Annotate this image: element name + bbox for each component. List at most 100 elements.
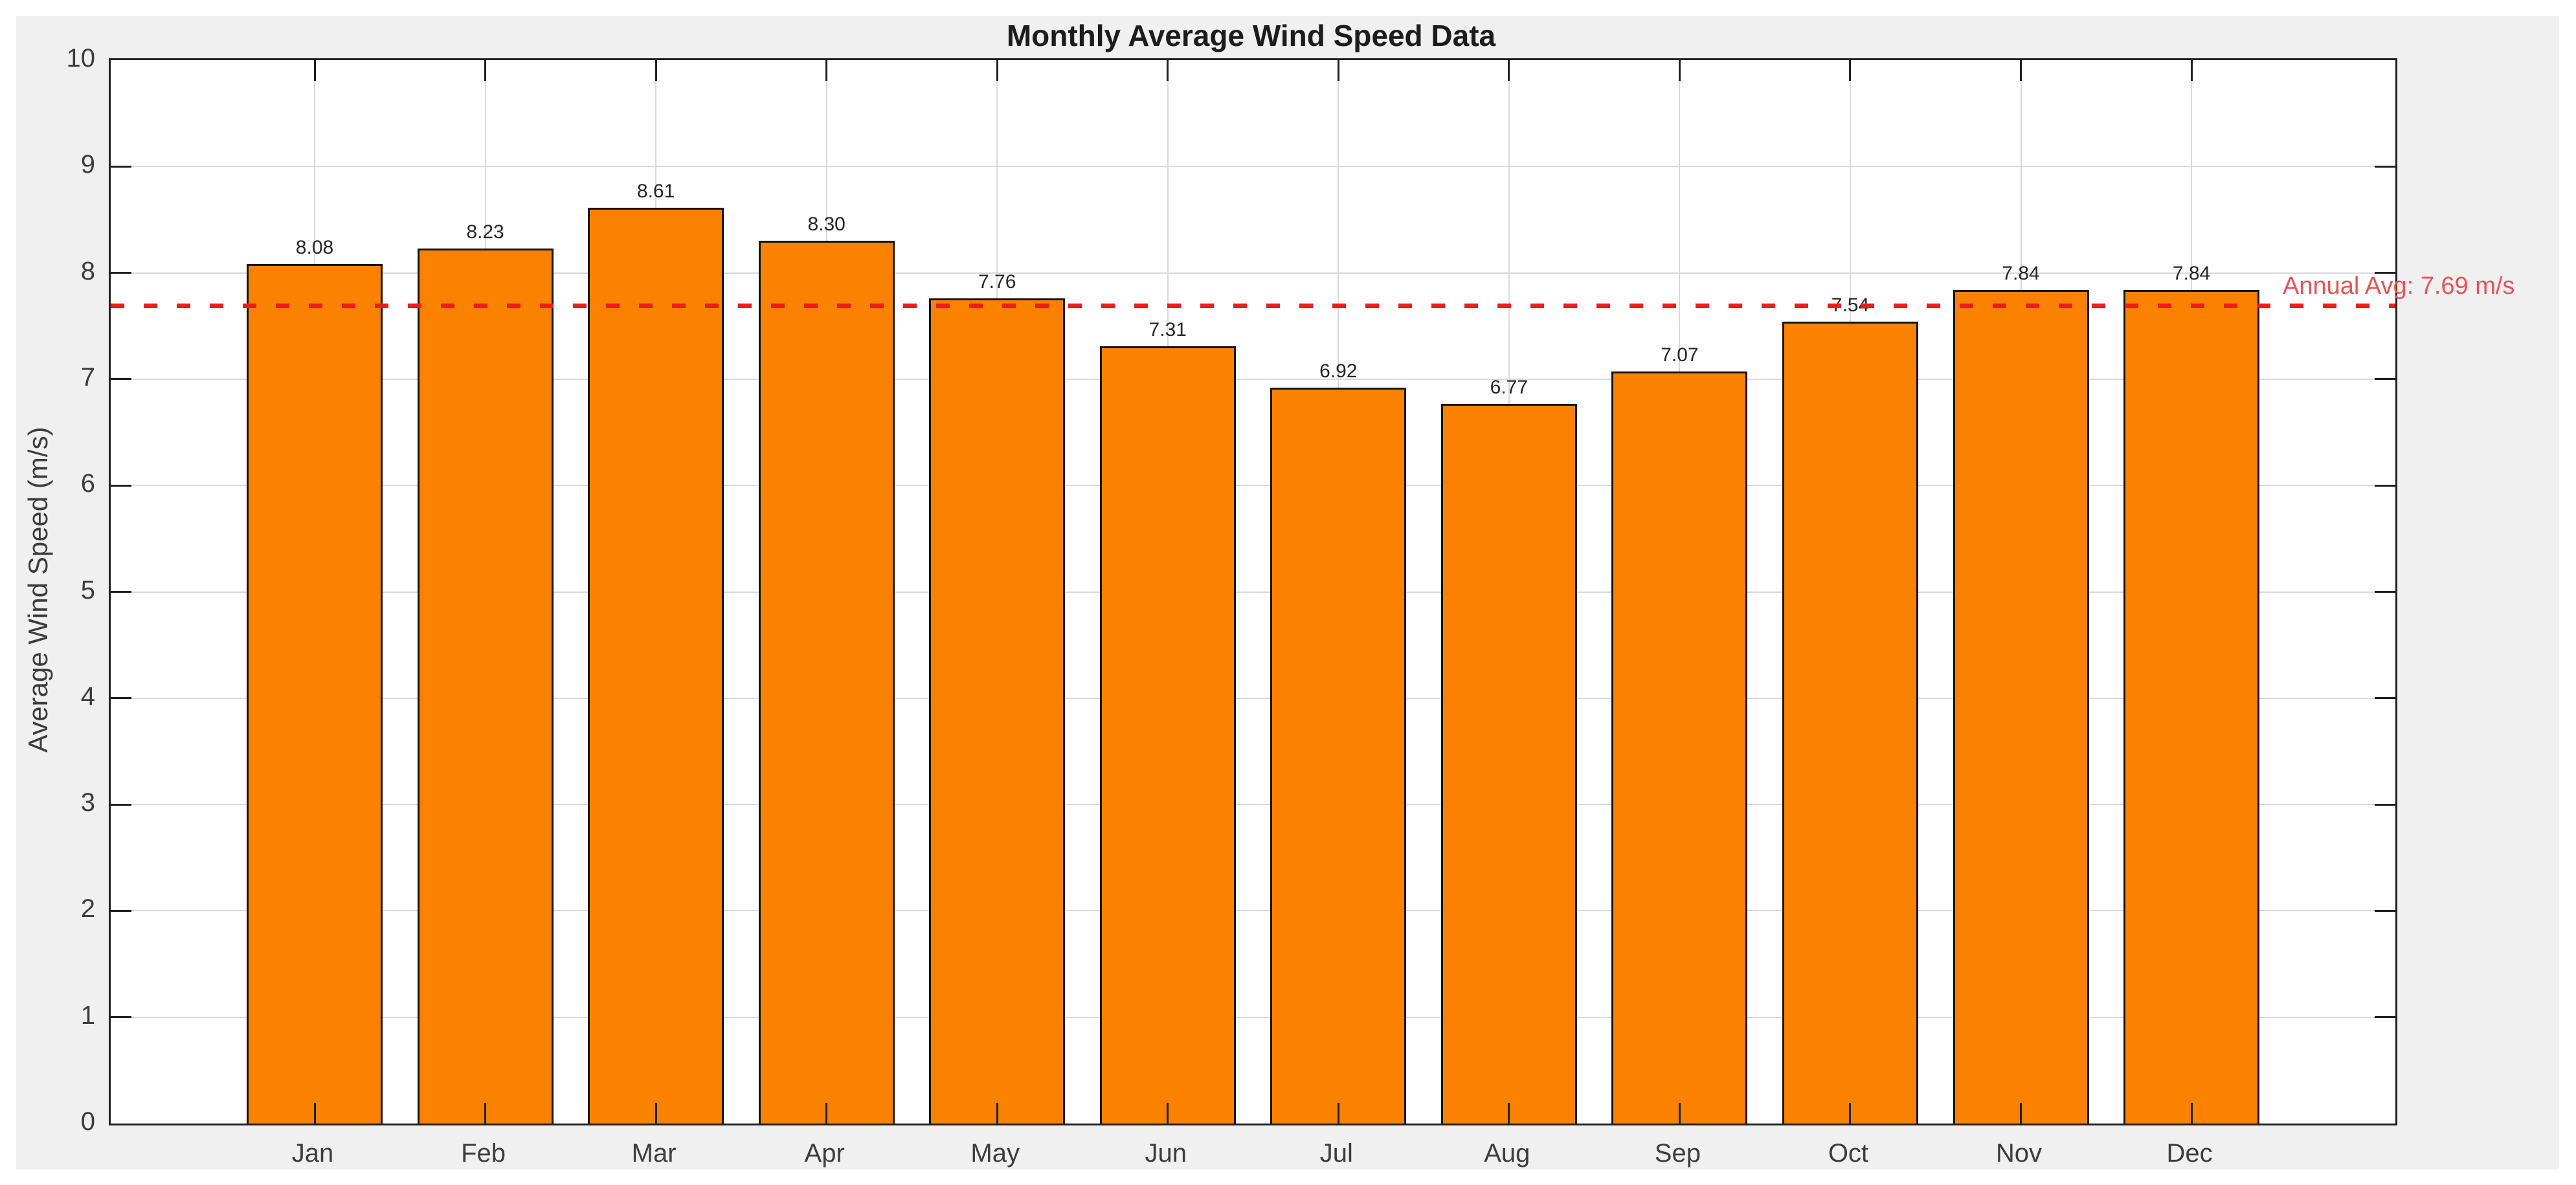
bar-value-label: 8.08 <box>295 237 334 259</box>
x-tick-label-aug: Aug <box>1484 1139 1530 1168</box>
bar-value-label: 7.84 <box>2172 262 2211 284</box>
tick-mark-bottom <box>1167 1103 1169 1124</box>
bar-apr <box>758 241 895 1124</box>
tick-mark-top <box>2190 60 2193 81</box>
tick-mark-top <box>1337 60 1339 81</box>
tick-mark-top <box>1678 60 1681 81</box>
bar-aug <box>1440 403 1577 1124</box>
tick-mark-right <box>2375 165 2395 168</box>
tick-mark-left <box>111 378 131 381</box>
x-tick-label-feb: Feb <box>461 1139 506 1168</box>
tick-mark-left <box>111 272 131 274</box>
y-tick-label: 2 <box>80 894 95 924</box>
annual-average-line <box>111 304 2395 309</box>
h-gridline <box>111 272 2395 274</box>
h-gridline <box>111 378 2395 380</box>
tick-mark-top <box>996 60 998 81</box>
tick-mark-right <box>2375 803 2395 806</box>
tick-mark-left <box>111 591 131 593</box>
y-tick-label: 4 <box>80 681 95 711</box>
bar-feb <box>417 248 554 1124</box>
tick-mark-right <box>2375 909 2395 912</box>
tick-mark-top <box>1167 60 1169 81</box>
bar-jun <box>1099 346 1236 1124</box>
tick-mark-right <box>2375 591 2395 593</box>
tick-mark-bottom <box>1849 1103 1852 1124</box>
chart-title: Monthly Average Wind Speed Data <box>1006 19 1496 52</box>
tick-mark-bottom <box>1508 1103 1510 1124</box>
bar-value-label: 7.31 <box>1148 318 1187 340</box>
y-tick-label: 10 <box>66 44 96 72</box>
tick-mark-bottom <box>484 1103 487 1124</box>
tick-mark-right <box>2375 1016 2395 1019</box>
tick-mark-bottom <box>1337 1103 1339 1124</box>
tick-mark-bottom <box>1678 1103 1681 1124</box>
tick-mark-top <box>1508 60 1510 81</box>
tick-mark-top <box>2020 60 2022 81</box>
h-gridline <box>111 166 2395 168</box>
y-tick-label: 7 <box>80 362 95 392</box>
bar-mar <box>588 208 724 1124</box>
tick-mark-left <box>111 697 131 700</box>
tick-mark-bottom <box>825 1103 828 1124</box>
y-tick-label: 5 <box>80 575 95 604</box>
plot-area: Annual Avg: 7.69 m/s 8.08 8.23 8.61 8.30 7.7… <box>109 58 2514 1125</box>
h-gridline <box>111 804 2395 806</box>
bar-dec <box>2123 289 2260 1124</box>
tick-mark-bottom <box>313 1103 316 1124</box>
tick-mark-left <box>111 165 131 168</box>
y-tick-label: 1 <box>80 1001 95 1030</box>
bar-sep <box>1611 371 1748 1124</box>
tick-mark-right <box>2375 272 2395 274</box>
tick-mark-left <box>111 484 131 487</box>
tick-mark-left <box>111 803 131 806</box>
tick-mark-bottom <box>996 1103 998 1124</box>
tick-mark-right <box>2375 484 2395 487</box>
x-tick-label-jan: Jan <box>291 1139 334 1168</box>
x-tick-label-jun: Jun <box>1145 1139 1187 1168</box>
tick-mark-bottom <box>2190 1103 2193 1124</box>
tick-mark-right <box>2375 697 2395 700</box>
bar-value-label: 6.77 <box>1490 376 1529 398</box>
tick-mark-top <box>313 60 316 81</box>
bar-jan <box>247 264 383 1124</box>
tick-mark-top <box>825 60 828 81</box>
tick-mark-bottom <box>2020 1103 2022 1124</box>
bar-value-label: 8.30 <box>807 214 846 236</box>
bar-may <box>929 298 1066 1124</box>
bar-value-label: 7.84 <box>2002 262 2040 284</box>
y-tick-label: 9 <box>80 150 95 179</box>
tick-mark-bottom <box>655 1103 657 1124</box>
y-tick-label: 6 <box>80 469 95 498</box>
h-gridline <box>111 910 2395 912</box>
x-tick-label-oct: Oct <box>1828 1139 1869 1168</box>
tick-mark-left <box>111 1016 131 1019</box>
annual-average-label: Annual Avg: 7.69 m/s <box>2283 272 2515 300</box>
y-tick-label: 3 <box>80 788 95 817</box>
bar-value-label: 7.76 <box>978 271 1016 293</box>
tick-mark-top <box>655 60 657 81</box>
h-gridline <box>111 697 2395 699</box>
x-tick-label-jul: Jul <box>1319 1139 1353 1168</box>
tick-mark-right <box>2375 378 2395 381</box>
x-tick-label-sep: Sep <box>1654 1139 1701 1168</box>
figure: Monthly Average Wind Speed Data Average … <box>16 16 2559 1169</box>
bar-value-label: 6.92 <box>1319 360 1358 382</box>
x-tick-label-dec: Dec <box>2166 1139 2213 1168</box>
h-gridline <box>111 1016 2395 1018</box>
x-tick-label-nov: Nov <box>1995 1139 2043 1168</box>
x-tick-label-may: May <box>970 1139 1020 1168</box>
bar-value-label: 7.07 <box>1661 344 1699 366</box>
y-tick-label: 0 <box>80 1107 95 1136</box>
tick-mark-left <box>111 909 131 912</box>
h-gridline <box>111 591 2395 593</box>
h-gridline <box>111 485 2395 487</box>
x-tick-label-mar: Mar <box>631 1139 677 1168</box>
tick-mark-top <box>484 60 487 81</box>
bar-value-label: 8.61 <box>636 181 675 203</box>
tick-mark-top <box>1849 60 1852 81</box>
bar-nov <box>1953 289 2089 1124</box>
bar-value-label: 8.23 <box>466 221 504 243</box>
bar-jul <box>1270 388 1407 1124</box>
bar-oct <box>1782 322 1918 1124</box>
